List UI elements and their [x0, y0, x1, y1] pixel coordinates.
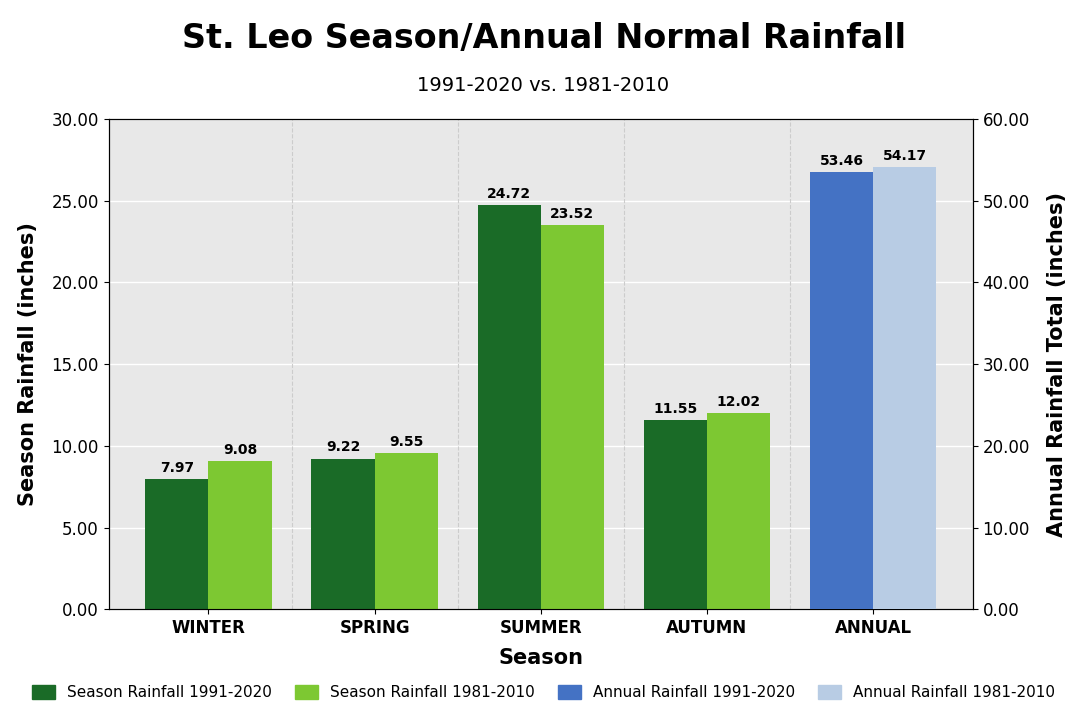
Text: 24.72: 24.72 — [487, 187, 532, 201]
Bar — [209, 461, 272, 609]
Legend: Season Rainfall 1991-2020, Season Rainfall 1981-2010, Annual Rainfall 1991-2020,: Season Rainfall 1991-2020, Season Rainfa… — [26, 679, 1061, 706]
Text: 7.97: 7.97 — [160, 461, 193, 475]
Bar — [375, 454, 438, 609]
Text: 9.08: 9.08 — [223, 443, 258, 457]
Bar — [312, 459, 375, 609]
Bar — [541, 225, 604, 609]
Bar — [644, 420, 707, 609]
Text: 9.22: 9.22 — [326, 441, 360, 454]
X-axis label: Season: Season — [498, 648, 584, 668]
Y-axis label: Season Rainfall (inches): Season Rainfall (inches) — [17, 222, 38, 506]
Bar — [146, 479, 209, 609]
Y-axis label: Annual Rainfall Total (inches): Annual Rainfall Total (inches) — [1047, 192, 1066, 536]
Text: 1991-2020 vs. 1981-2010: 1991-2020 vs. 1981-2010 — [417, 76, 670, 94]
Text: St. Leo Season/Annual Normal Rainfall: St. Leo Season/Annual Normal Rainfall — [182, 22, 905, 55]
Text: 12.02: 12.02 — [716, 394, 761, 409]
Bar — [873, 167, 936, 609]
Text: 23.52: 23.52 — [550, 207, 595, 221]
Bar — [707, 413, 770, 609]
Bar — [477, 205, 541, 609]
Text: 11.55: 11.55 — [653, 402, 698, 417]
Bar — [810, 172, 873, 609]
Text: 9.55: 9.55 — [389, 435, 423, 449]
Text: 54.17: 54.17 — [883, 149, 927, 162]
Text: 53.46: 53.46 — [820, 154, 863, 168]
